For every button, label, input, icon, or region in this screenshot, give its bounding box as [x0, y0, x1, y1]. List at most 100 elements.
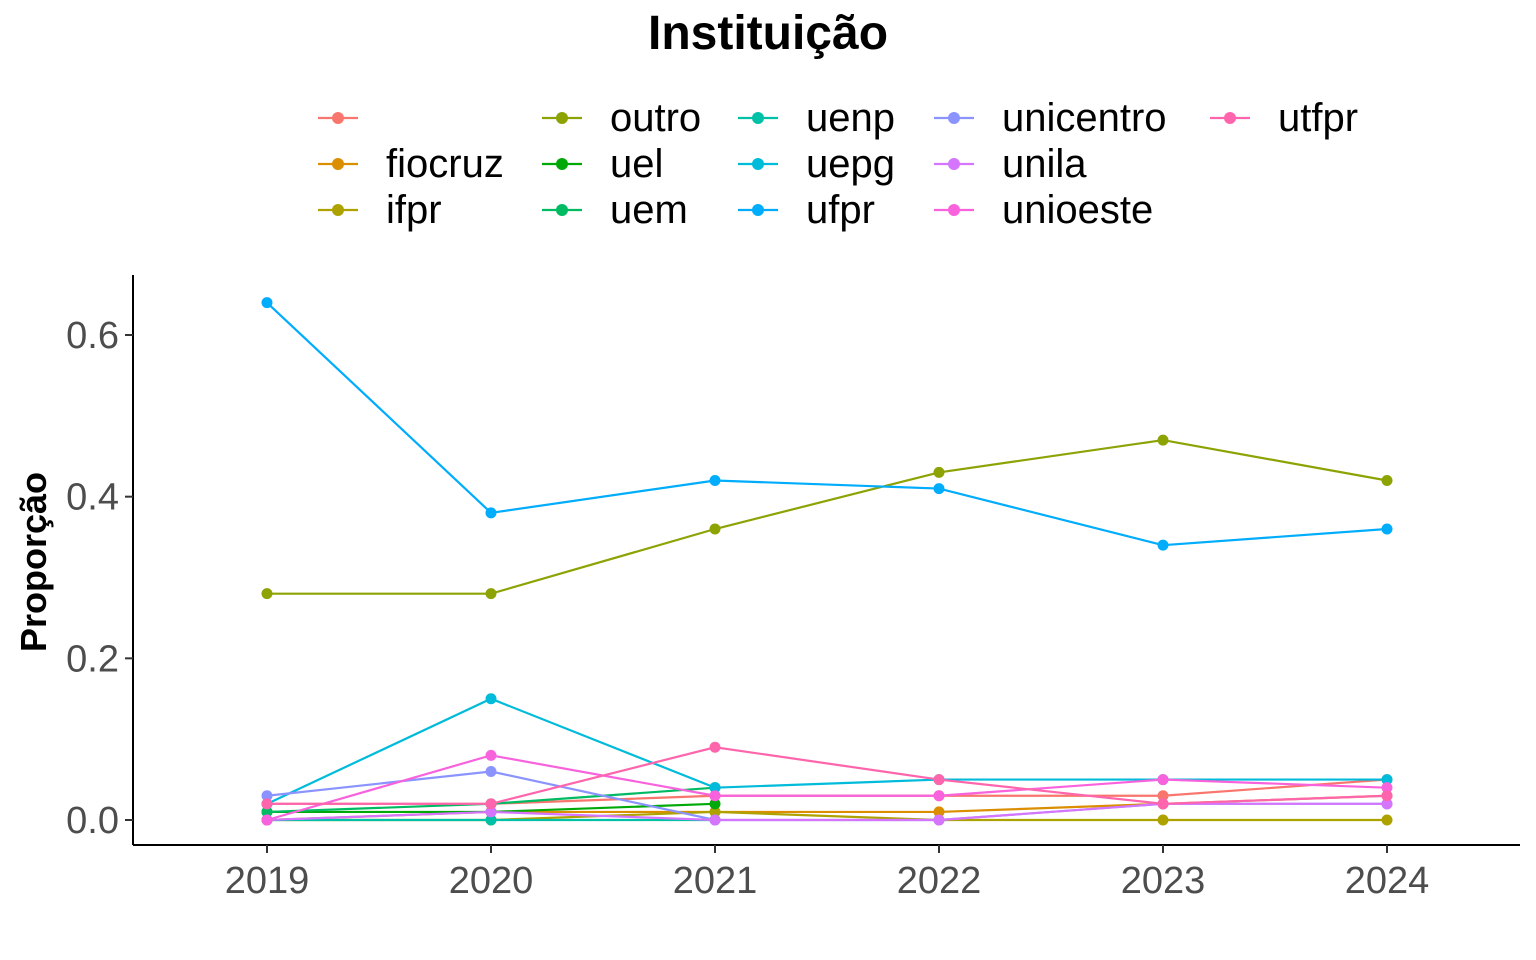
data-point — [261, 297, 273, 309]
legend-label: unicentro — [1002, 95, 1167, 140]
data-point — [1157, 774, 1169, 786]
data-point — [709, 475, 721, 486]
x-tick-label: 2024 — [1345, 860, 1430, 902]
legend-item: uenp — [738, 95, 895, 141]
data-point — [1381, 774, 1393, 786]
data-point — [1381, 475, 1393, 486]
x-tick-label: 2020 — [449, 860, 534, 902]
data-point — [933, 814, 945, 826]
data-point — [1381, 790, 1393, 802]
y-axis-label: Proporção — [13, 472, 54, 652]
legend-item: fiocruz — [318, 141, 504, 187]
data-point — [485, 806, 497, 818]
x-tick-label: 2023 — [1121, 860, 1206, 902]
series-line — [266, 697, 1387, 805]
legend-item: outro — [542, 95, 701, 141]
x-tick-label: 2019 — [225, 860, 310, 902]
data-point — [485, 749, 497, 761]
legend-item: uepg — [738, 141, 895, 187]
legend-item: uem — [542, 187, 688, 233]
y-tick-label: 0.0 — [66, 800, 119, 842]
data-point — [709, 741, 721, 753]
data-point — [261, 790, 273, 802]
data-point — [485, 798, 497, 810]
legend-label: utfpr — [1278, 95, 1359, 140]
legend-key-icon — [542, 200, 582, 220]
series-line — [266, 754, 1388, 822]
legend-key-icon — [318, 154, 358, 174]
legend-item: utfpr — [1210, 95, 1358, 141]
ticks-layer: 2019 2020 2021 2022 2023 2024 0.0 0.2 0.4 0.6 — [66, 315, 1429, 902]
legend-key-icon — [934, 200, 974, 220]
data-point — [933, 483, 945, 495]
data-point — [709, 523, 721, 535]
legend-label: unioeste — [1002, 187, 1154, 232]
data-point — [485, 766, 497, 777]
y-tick-label: 0.4 — [66, 477, 119, 519]
data-point — [485, 588, 497, 600]
data-point — [1157, 814, 1169, 826]
legend-label: uel — [610, 141, 664, 186]
legend-key-icon — [1210, 108, 1250, 128]
series-line — [267, 438, 1388, 595]
data-point — [1381, 523, 1393, 535]
series-unioeste — [261, 749, 1393, 826]
data-point — [933, 466, 945, 478]
x-tick-label: 2022 — [897, 860, 982, 902]
data-point — [261, 806, 273, 818]
legend-label: fiocruz — [386, 141, 504, 186]
data-point — [933, 774, 945, 786]
axes — [132, 275, 1520, 846]
series-utfpr — [261, 741, 1393, 810]
legend-key-icon — [542, 108, 582, 128]
data-point — [261, 814, 273, 826]
data-point — [1157, 790, 1169, 802]
legend-item: ufpr — [738, 187, 875, 233]
data-point — [933, 806, 945, 818]
series-layer — [261, 297, 1393, 826]
series-ifpr — [261, 806, 1393, 826]
data-point — [261, 588, 273, 600]
legend-item: unila — [934, 141, 1087, 187]
legend-item — [318, 95, 386, 141]
legend-key-icon — [318, 108, 358, 128]
x-tick-label: 2021 — [673, 860, 758, 902]
data-point — [1157, 434, 1169, 446]
legend-label: ifpr — [386, 187, 442, 232]
y-tick-label: 0.2 — [66, 638, 119, 680]
legend-item: unicentro — [934, 95, 1167, 141]
legend-key-icon — [738, 108, 778, 128]
data-point — [485, 814, 497, 826]
data-point — [261, 798, 273, 810]
legend-item: uel — [542, 141, 663, 187]
series-line — [267, 746, 1388, 805]
series-outro — [261, 434, 1393, 600]
legend-label: ufpr — [806, 187, 875, 232]
legend-label: unila — [1002, 141, 1087, 186]
legend-key-icon — [934, 154, 974, 174]
legend-item: ifpr — [318, 187, 442, 233]
data-point — [709, 798, 721, 810]
data-point — [709, 814, 721, 826]
legend-key-icon — [542, 154, 582, 174]
data-point — [1381, 798, 1393, 810]
data-point — [933, 790, 945, 802]
data-point — [709, 782, 721, 794]
y-tick-label: 0.6 — [66, 315, 119, 357]
data-point — [1381, 814, 1393, 826]
legend-key-icon — [934, 108, 974, 128]
legend-label: uenp — [806, 95, 895, 140]
data-point — [485, 693, 497, 705]
legend-label: uepg — [806, 141, 895, 186]
series-ufpr — [261, 297, 1393, 551]
data-point — [1381, 782, 1393, 794]
data-point — [709, 806, 721, 818]
legend-key-icon — [318, 200, 358, 220]
data-point — [1157, 798, 1169, 810]
legend-title: Instituição — [647, 7, 889, 60]
legend-key-icon — [738, 200, 778, 220]
data-point — [1157, 539, 1169, 551]
legend-label: outro — [610, 95, 702, 140]
legend-label: uem — [610, 187, 688, 232]
